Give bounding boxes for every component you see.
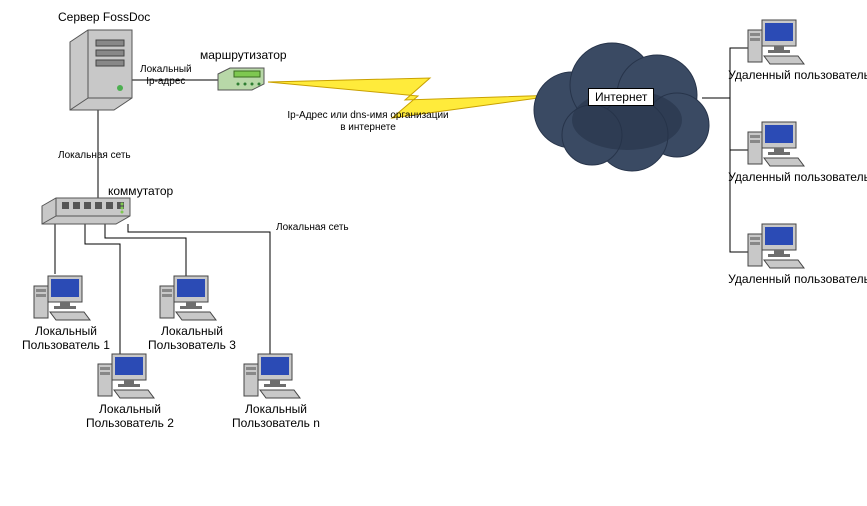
local-pc-3 (160, 276, 216, 320)
local-user-label-2: Локальный Пользователь 2 (84, 402, 176, 431)
local-user-label-1: Локальный Пользователь 1 (20, 324, 112, 353)
switch-title: коммутатор (108, 184, 173, 198)
conn-line-7 (702, 98, 752, 150)
internet-label: Интернет (588, 88, 654, 106)
local-net-label-1: Локальная сеть (58, 150, 131, 162)
cloud-icon (534, 43, 709, 171)
local-pc-2 (98, 354, 154, 398)
local-user-label-4: Локальный Пользователь n (230, 402, 322, 431)
server-icon (70, 30, 132, 110)
server-title: Сервер FossDoc (58, 10, 150, 24)
local-pc-1 (34, 276, 90, 320)
remote-pc-1 (748, 20, 804, 64)
local-ip-label: Локальный Ip-адрес (140, 64, 192, 88)
local-net-label-2: Локальная сеть (276, 222, 349, 234)
remote-user-label-3: Удаленный пользователь (724, 272, 867, 286)
router-title: маршрутизатор (200, 48, 287, 62)
org-ip-label: Ip-Адрес или dns-имя организации в интер… (268, 110, 468, 134)
switch-icon (42, 198, 130, 224)
remote-pc-3 (748, 224, 804, 268)
local-user-label-3: Локальный Пользователь 3 (146, 324, 238, 353)
remote-pc-2 (748, 122, 804, 166)
remote-user-label-1: Удаленный пользователь (724, 68, 867, 82)
router-icon (218, 68, 264, 90)
local-pc-4 (244, 354, 300, 398)
remote-user-label-2: Удаленный пользователь (724, 170, 867, 184)
